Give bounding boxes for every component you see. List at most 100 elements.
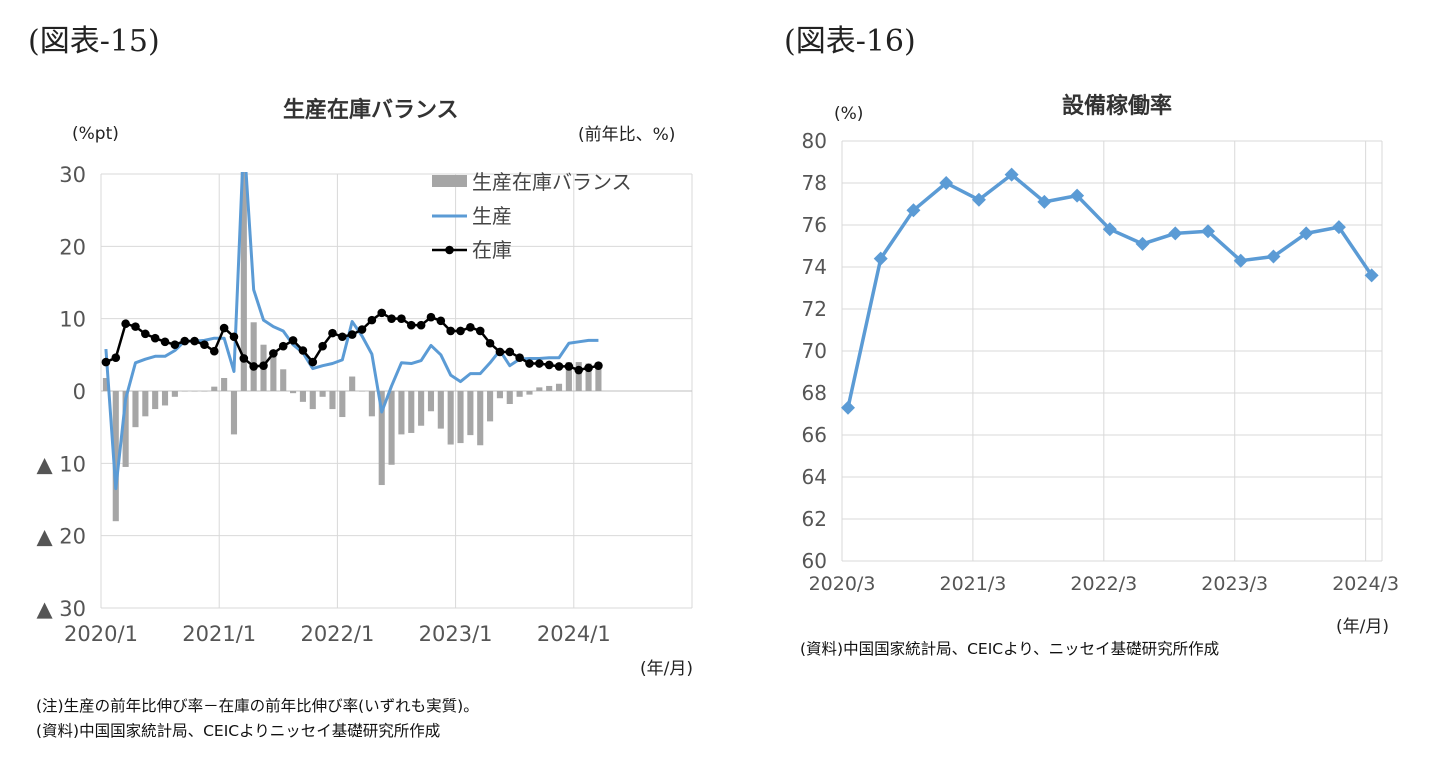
balance-bar [585,363,592,391]
inventory-point [160,337,170,347]
inventory-point [485,338,495,348]
balance-bar [358,391,366,392]
y-tick-label: 78 [802,171,827,195]
balance-bar [171,391,178,397]
balance-bar [487,391,494,422]
y-unit-right: (%) [834,104,864,124]
inventory-point [436,316,446,326]
figure-label-left: (図表-15) [28,24,160,59]
right-y-unit: (前年比、%) [578,125,676,145]
balance-bar [565,362,572,391]
inventory-point [219,323,229,333]
balance-bar [388,391,395,465]
utilization-point [971,192,986,207]
utilization-point [1201,224,1215,239]
x-tick-label: 2020/1 [64,622,138,646]
balance-bar [378,391,385,486]
y-tick-label: 20 [59,235,86,259]
inventory-point [338,332,347,342]
inventory-point [278,341,288,351]
x-tick-label: 2024/3 [1332,573,1399,595]
x-tick-label: 2023/1 [419,622,493,646]
balance-bar [230,391,238,435]
inventory-point [594,361,603,370]
inventory-point [357,325,367,334]
balance-bar [496,391,503,399]
x-tick-label: 2022/1 [300,622,374,646]
inventory-point [495,347,505,357]
inventory-point [377,308,387,318]
inventory-point [180,336,190,346]
inventory-point [131,322,140,331]
balance-bar [309,391,316,410]
utilization-line [846,172,1374,409]
inventory-point [101,357,111,367]
utilization-point [1037,194,1052,209]
utilization-point [1266,249,1281,264]
inventory-point [456,326,465,336]
balance-bar [250,322,257,391]
balance-bar [329,391,336,410]
balance-bar [506,391,513,405]
balance-bar [536,387,543,391]
balance-bar [516,391,523,397]
balance-bar [221,377,228,391]
balance-bar [142,391,149,417]
y-tick-label: 70 [802,339,827,363]
x-unit-left: (年/月) [640,659,693,679]
y-tick-label: 74 [802,255,827,279]
balance-bar [211,386,218,391]
balance-bar [368,391,375,417]
x-tick-label: 2021/1 [182,622,256,646]
balance-bar [526,391,533,395]
inventory-point [209,346,219,356]
y-tick-label: ▲ 20 [36,525,86,549]
inventory-point [535,359,544,368]
inventory-point [328,328,337,338]
x-tick-label: 2022/3 [1070,573,1137,595]
y-tick-label: 76 [802,213,827,237]
legend-swatch-balance [432,175,467,187]
x-tick-label: 2021/3 [939,573,1006,595]
inventory-point [249,362,258,371]
y-tick-label: 80 [802,129,827,153]
balance-bar [398,391,405,435]
inventory-point [564,362,574,371]
inventory-point [121,319,130,329]
balance-bar [122,391,129,467]
chart-title-right: 設備稼働率 [1062,94,1173,119]
inventory-point [269,349,278,358]
balance-bar [595,363,602,391]
inventory-point [406,320,416,330]
y-tick-label: ▲ 30 [36,597,86,621]
balance-bar [477,391,484,446]
utilization-point [939,176,954,190]
inventory-point [170,340,180,350]
inventory-point [141,329,150,339]
inventory-point [259,361,268,370]
x-tick-label: 2024/1 [537,622,611,646]
balance-bar [555,383,563,391]
capacity-utilization-chart: 60 62 64 66 68 70 72 74 76 78 80 2020/3 2021/3 2022/3… [802,129,1400,595]
utilization-point [1331,220,1346,235]
inventory-point [229,332,239,342]
utilization-point [1070,188,1085,203]
inventory-point [505,347,515,357]
x-tick-label: 2023/3 [1201,573,1268,595]
utilization-point [873,251,888,266]
balance-bar [280,369,287,391]
balance-bar [457,391,464,444]
y-tick-label: 72 [802,297,827,321]
inventory-point [426,312,436,322]
inventory-point [387,314,396,323]
utilization-point [1135,236,1150,251]
y-tick-label: 64 [802,465,827,489]
inventory-point [288,336,298,345]
balance-bar [447,391,454,445]
balance-bar [546,385,553,391]
legend-label-balance: 生産在庫バランス [472,170,632,194]
inventory-point [308,357,318,367]
balance-bar [427,391,435,412]
inventory-point [298,346,308,355]
